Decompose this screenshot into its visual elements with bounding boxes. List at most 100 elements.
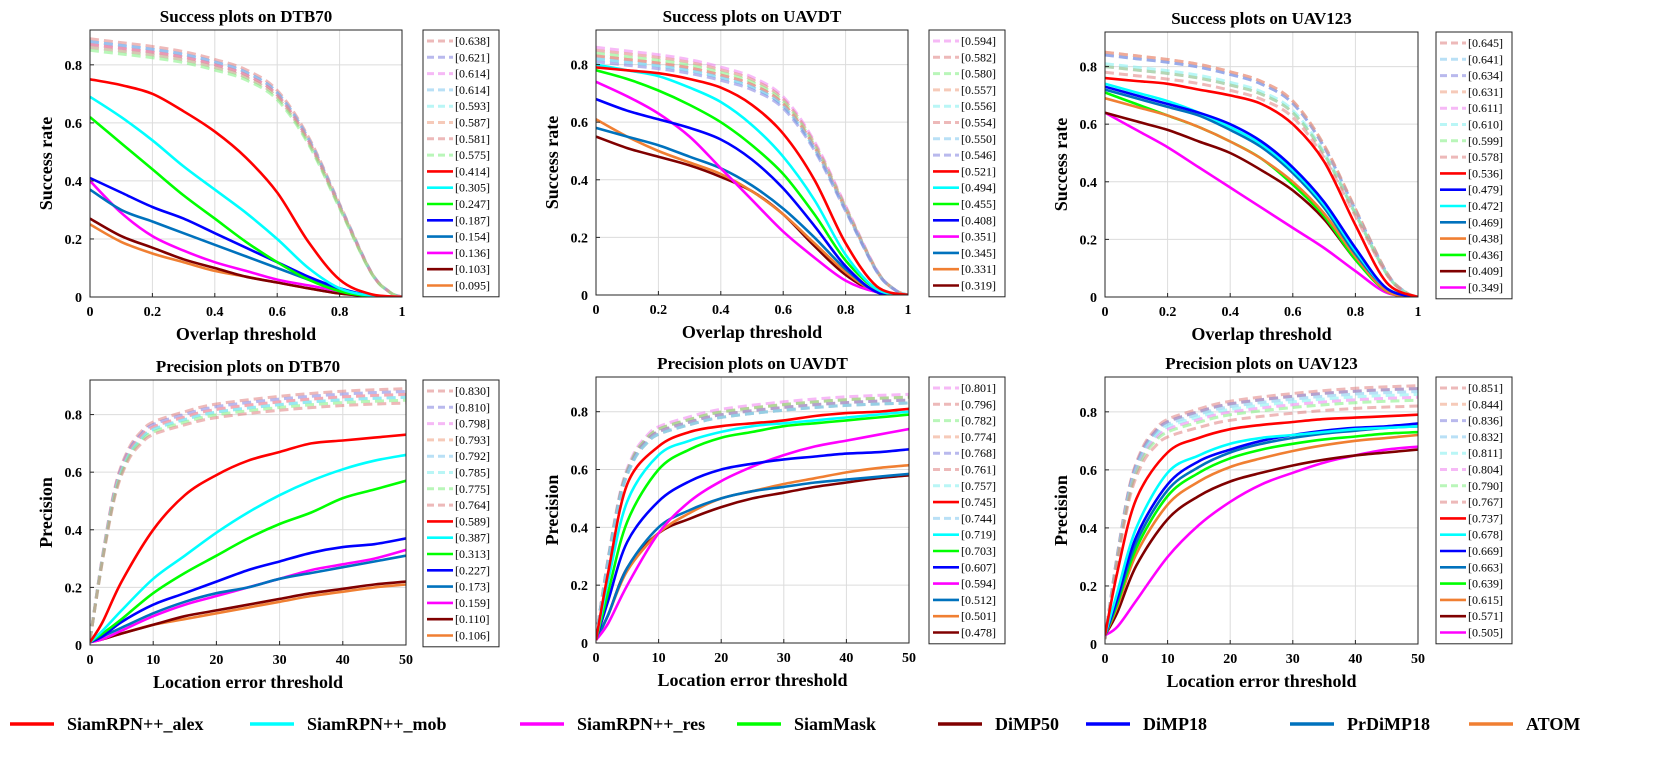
series-line-SiamRPN++_mob bbox=[90, 453, 406, 644]
figure-legend: SiamRPN++_alex SiamRPN++_mob SiamRPN++_res… bbox=[10, 714, 1580, 734]
y-tick-label: 0.8 bbox=[65, 409, 83, 424]
series-line-DiMP18 bbox=[596, 97, 908, 295]
series-line-SiamMask bbox=[90, 116, 402, 297]
series-line-SiamRPN++_alex bbox=[596, 66, 908, 295]
y-tick-label: 0.4 bbox=[65, 175, 83, 190]
legend-label: [0.582] bbox=[961, 50, 996, 64]
legend-label: [0.414] bbox=[455, 164, 490, 178]
legend-label: [0.227] bbox=[455, 563, 490, 577]
legend-label: [0.578] bbox=[1468, 150, 1503, 164]
series-line-SiamRPN++_alex bbox=[1105, 76, 1418, 297]
legend-label: [0.801] bbox=[961, 381, 996, 395]
y-axis-label: Precision bbox=[542, 475, 562, 546]
faded-series-group bbox=[596, 392, 909, 639]
y-tick-label: 0.8 bbox=[571, 406, 589, 421]
legend-label: [0.536] bbox=[1468, 166, 1503, 180]
legend-label: [0.313] bbox=[455, 547, 490, 561]
x-tick-label: 30 bbox=[1286, 652, 1300, 667]
legend-label: [0.494] bbox=[961, 181, 996, 195]
series-line-SiamRPN++_res bbox=[1105, 111, 1418, 297]
x-tick-label: 1 bbox=[1415, 305, 1422, 320]
series-line-DiMP18 bbox=[1105, 422, 1418, 636]
legend-label: [0.521] bbox=[961, 164, 996, 178]
figure-legend-label: DiMP50 bbox=[995, 714, 1059, 734]
legend-label: [0.811] bbox=[1468, 446, 1503, 460]
y-tick-label: 0 bbox=[1090, 638, 1097, 653]
chart-panel-1: 0 0.2 0.4 0.6 0.8 1 0 0.2 0.4 0.6 0.8 Success plots… bbox=[36, 7, 500, 344]
series-line-DiMP18 bbox=[596, 448, 909, 641]
legend-label: [0.593] bbox=[455, 99, 490, 113]
faded-series-line bbox=[596, 54, 908, 295]
legend-label: [0.793] bbox=[455, 433, 490, 447]
faded-series-line bbox=[90, 40, 402, 297]
series-group bbox=[90, 433, 406, 644]
legend-label: [0.719] bbox=[961, 528, 996, 542]
chart-panel-6: 0 10 20 30 40 50 0 0.2 0.4 0.6 0.8 Precision plots … bbox=[1051, 354, 1513, 691]
legend-label: [0.614] bbox=[455, 83, 490, 97]
series-group bbox=[90, 78, 402, 297]
figure-legend-label: ATOM bbox=[1526, 714, 1580, 734]
y-tick-label: 0.2 bbox=[1080, 580, 1098, 595]
series-line-ATOM bbox=[596, 118, 908, 295]
x-tick-label: 40 bbox=[839, 651, 853, 666]
x-tick-label: 0.8 bbox=[837, 303, 855, 318]
y-tick-label: 0 bbox=[75, 639, 82, 654]
x-tick-label: 0 bbox=[593, 303, 600, 318]
legend-label: [0.173] bbox=[455, 580, 490, 594]
legend-label: [0.782] bbox=[961, 414, 996, 428]
y-tick-label: 0.6 bbox=[1080, 118, 1098, 133]
faded-series-line bbox=[90, 48, 402, 297]
series-group bbox=[1105, 413, 1418, 637]
legend-label: [0.331] bbox=[961, 262, 996, 276]
legend-label: [0.767] bbox=[1468, 495, 1503, 509]
legend-label: [0.663] bbox=[1468, 560, 1503, 574]
plot-area bbox=[1105, 32, 1418, 297]
series-line-PrDiMP18 bbox=[1105, 425, 1418, 636]
series-line-DiMP18 bbox=[90, 537, 406, 644]
x-tick-label: 20 bbox=[1223, 652, 1237, 667]
legend: [0.801] [0.796] [0.782] [0.774] [0.768] [0.76… bbox=[928, 376, 1006, 645]
x-axis-label: Location error threshold bbox=[658, 670, 848, 690]
y-tick-label: 0.8 bbox=[1080, 61, 1098, 76]
series-line-DiMP18 bbox=[1105, 85, 1418, 297]
legend-label: [0.478] bbox=[961, 626, 996, 640]
series-line-PrDiMP18 bbox=[90, 554, 406, 644]
series-line-SiamMask bbox=[596, 413, 909, 641]
x-axis-label: Overlap threshold bbox=[176, 324, 316, 344]
plot-area bbox=[596, 377, 909, 643]
legend-label: [0.851] bbox=[1468, 381, 1503, 395]
series-line-SiamRPN++_mob bbox=[90, 95, 402, 297]
chart-title: Success plots on UAVDT bbox=[663, 7, 842, 26]
legend-label: [0.804] bbox=[1468, 463, 1503, 477]
legend-label: [0.745] bbox=[961, 495, 996, 509]
series-line-ATOM bbox=[1105, 433, 1418, 636]
x-tick-label: 1 bbox=[399, 305, 406, 320]
x-tick-label: 0.6 bbox=[774, 303, 792, 318]
x-tick-label: 10 bbox=[1161, 652, 1175, 667]
legend-label: [0.351] bbox=[961, 230, 996, 244]
legend-label: [0.247] bbox=[455, 197, 490, 211]
legend-label: [0.610] bbox=[1468, 118, 1503, 132]
chart-title: Precision plots on UAVDT bbox=[657, 354, 848, 373]
legend-label: [0.810] bbox=[455, 400, 490, 414]
legend-label: [0.554] bbox=[961, 116, 996, 130]
legend-label: [0.580] bbox=[961, 67, 996, 81]
legend-label: [0.575] bbox=[455, 148, 490, 162]
x-tick-label: 10 bbox=[652, 651, 666, 666]
figure-legend-label: DiMP18 bbox=[1143, 714, 1207, 734]
faded-series-line bbox=[596, 401, 909, 639]
legend-label: [0.512] bbox=[961, 593, 996, 607]
series-line-DiMP50 bbox=[90, 580, 406, 644]
legend-label: [0.505] bbox=[1468, 626, 1503, 640]
y-tick-label: 0.4 bbox=[65, 524, 83, 539]
legend-label: [0.796] bbox=[961, 397, 996, 411]
series-group bbox=[596, 63, 908, 295]
y-tick-label: 0.8 bbox=[65, 59, 83, 74]
legend-label: [0.761] bbox=[961, 463, 996, 477]
y-tick-label: 0.2 bbox=[65, 233, 83, 248]
legend-label: [0.703] bbox=[961, 544, 996, 558]
series-line-SiamRPN++_alex bbox=[90, 78, 402, 297]
legend-label: [0.669] bbox=[1468, 544, 1503, 558]
legend-label: [0.645] bbox=[1468, 36, 1503, 50]
